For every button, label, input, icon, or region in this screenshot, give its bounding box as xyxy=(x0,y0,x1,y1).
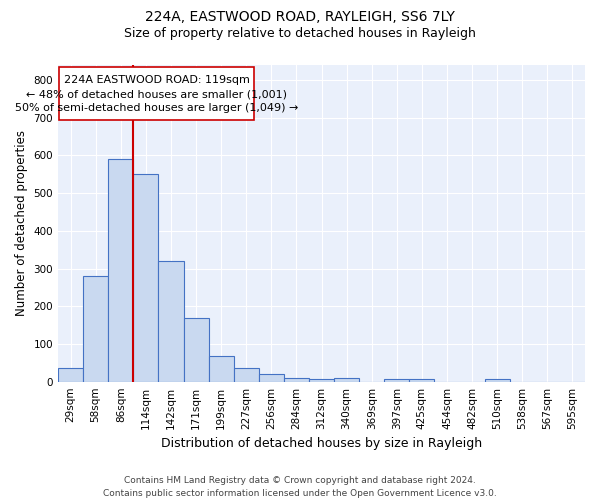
Text: Contains HM Land Registry data © Crown copyright and database right 2024.
Contai: Contains HM Land Registry data © Crown c… xyxy=(103,476,497,498)
Bar xyxy=(209,356,233,382)
Bar xyxy=(259,374,284,382)
Y-axis label: Number of detached properties: Number of detached properties xyxy=(15,130,28,316)
Bar xyxy=(384,378,409,382)
Text: Size of property relative to detached houses in Rayleigh: Size of property relative to detached ho… xyxy=(124,28,476,40)
Bar xyxy=(309,378,334,382)
Bar xyxy=(108,160,133,382)
Bar xyxy=(184,318,209,382)
Bar xyxy=(133,174,158,382)
Bar xyxy=(485,378,510,382)
Bar xyxy=(83,276,108,382)
Bar xyxy=(284,378,309,382)
Bar xyxy=(233,368,259,382)
Bar xyxy=(158,261,184,382)
Bar xyxy=(58,368,83,382)
Text: 224A, EASTWOOD ROAD, RAYLEIGH, SS6 7LY: 224A, EASTWOOD ROAD, RAYLEIGH, SS6 7LY xyxy=(145,10,455,24)
Text: ← 48% of detached houses are smaller (1,001): ← 48% of detached houses are smaller (1,… xyxy=(26,90,287,100)
Bar xyxy=(59,67,254,120)
Bar xyxy=(334,378,359,382)
X-axis label: Distribution of detached houses by size in Rayleigh: Distribution of detached houses by size … xyxy=(161,437,482,450)
Text: 224A EASTWOOD ROAD: 119sqm: 224A EASTWOOD ROAD: 119sqm xyxy=(64,75,250,85)
Text: 50% of semi-detached houses are larger (1,049) →: 50% of semi-detached houses are larger (… xyxy=(15,103,298,113)
Bar xyxy=(409,378,434,382)
